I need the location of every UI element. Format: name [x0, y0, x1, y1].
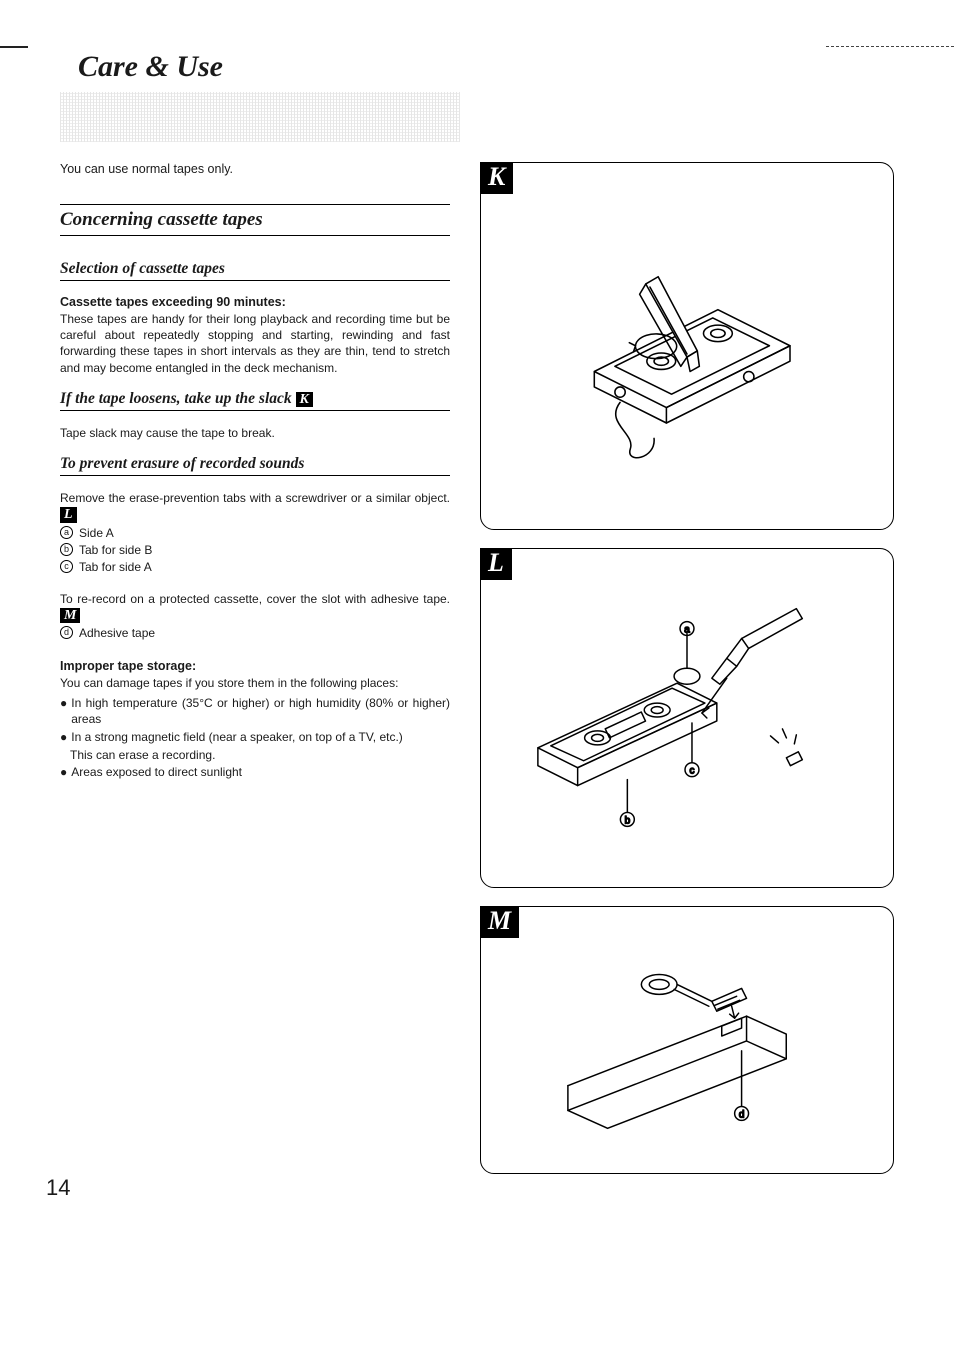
- body-rerecord-pre: To re-record on a protected cassette, co…: [60, 592, 450, 606]
- bullet-item: ●In high temperature (35°C or higher) or…: [60, 695, 450, 727]
- figure-label-k: K: [480, 162, 513, 194]
- tag-k: K: [296, 392, 313, 407]
- body-slack: Tape slack may cause the tape to break.: [60, 425, 450, 441]
- figure-m-adhesive-tape: d: [481, 907, 893, 1173]
- bullet-item: ●In a strong magnetic field (near a spea…: [60, 729, 450, 745]
- circle-label: c: [60, 560, 73, 573]
- subheading-erasure: To prevent erasure of recorded sounds: [60, 455, 450, 476]
- content-columns: You can use normal tapes only. Concernin…: [60, 162, 894, 1174]
- page-number: 14: [46, 1175, 70, 1201]
- figure-label-l: L: [480, 548, 512, 580]
- list-text: Adhesive tape: [79, 625, 155, 642]
- svg-text:a: a: [684, 624, 690, 635]
- decorative-right-dash: [826, 46, 954, 47]
- body-rerecord: To re-record on a protected cassette, co…: [60, 591, 450, 624]
- intro-text: You can use normal tapes only.: [60, 162, 450, 176]
- svg-text:c: c: [689, 765, 694, 776]
- bold-lead-90min: Cassette tapes exceeding 90 minutes:: [60, 295, 450, 309]
- bullet-sub-text: This can erase a recording.: [70, 747, 450, 763]
- bold-lead-storage: Improper tape storage:: [60, 659, 450, 673]
- bullet-dot-icon: ●: [60, 764, 67, 780]
- subheading-slack: If the tape loosens, take up the slack K: [60, 390, 450, 411]
- bullet-text: In high temperature (35°C or higher) or …: [71, 695, 450, 727]
- list-item: d Adhesive tape: [60, 625, 450, 642]
- body-90min: These tapes are handy for their long pla…: [60, 311, 450, 376]
- circled-list-l: a Side A b Tab for side B c Tab for side A: [60, 525, 450, 577]
- circle-label: b: [60, 543, 73, 556]
- bullet-dot-icon: ●: [60, 695, 67, 727]
- circle-label: d: [60, 626, 73, 639]
- bullet-text: Areas exposed to direct sunlight: [71, 764, 242, 780]
- circle-label: a: [60, 526, 73, 539]
- figure-panel-k: K: [480, 162, 894, 530]
- tag-l: L: [60, 507, 77, 522]
- figure-panel-m: M: [480, 906, 894, 1174]
- body-erasure-pre: Remove the erase-prevention tabs with a …: [60, 491, 450, 505]
- tag-m: M: [60, 608, 80, 623]
- figure-l-cassette-tabs: a c b: [481, 549, 893, 887]
- list-item: b Tab for side B: [60, 542, 450, 559]
- decorative-top-line: [0, 46, 28, 48]
- circled-list-m: d Adhesive tape: [60, 625, 450, 642]
- right-column: K: [480, 162, 894, 1174]
- section-heading: Concerning cassette tapes: [60, 204, 450, 236]
- bullet-list-storage: ●In high temperature (35°C or higher) or…: [60, 695, 450, 780]
- body-erasure-intro: Remove the erase-prevention tabs with a …: [60, 490, 450, 523]
- bullet-item: ●Areas exposed to direct sunlight: [60, 764, 450, 780]
- left-column: You can use normal tapes only. Concernin…: [60, 162, 450, 1174]
- bullet-text: In a strong magnetic field (near a speak…: [71, 729, 403, 745]
- page-title: Care & Use: [78, 50, 894, 84]
- subheading-slack-text: If the tape loosens, take up the slack: [60, 390, 292, 407]
- list-text: Tab for side B: [79, 542, 152, 559]
- list-text: Tab for side A: [79, 559, 152, 576]
- figure-panel-l: L: [480, 548, 894, 888]
- body-storage-intro: You can damage tapes if you store them i…: [60, 675, 450, 691]
- figure-label-m: M: [480, 906, 519, 938]
- bullet-dot-icon: ●: [60, 729, 67, 745]
- svg-text:b: b: [625, 815, 631, 826]
- list-item: a Side A: [60, 525, 450, 542]
- list-item: c Tab for side A: [60, 559, 450, 576]
- title-texture: [60, 92, 460, 142]
- list-text: Side A: [79, 525, 114, 542]
- subheading-selection: Selection of cassette tapes: [60, 260, 450, 281]
- figure-k-cassette-pencil: [481, 163, 893, 529]
- svg-text:d: d: [739, 1109, 745, 1120]
